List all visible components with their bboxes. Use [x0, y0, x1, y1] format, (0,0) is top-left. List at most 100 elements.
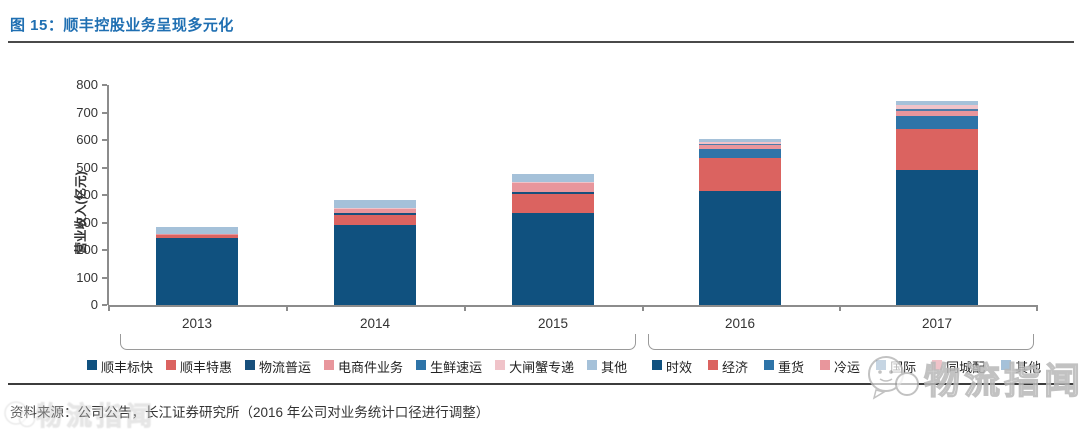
- y-axis-tick: [102, 166, 107, 169]
- x-category-label-2014: 2014: [359, 316, 391, 331]
- bar-segment-电商件业务: [512, 182, 594, 192]
- bar-2015: [512, 173, 594, 305]
- y-tick-label: 200: [76, 242, 98, 257]
- legend-item-顺丰特惠: 顺丰特惠: [166, 357, 232, 376]
- bar-segment-时效: [896, 170, 978, 305]
- bar-2016: [699, 139, 781, 305]
- legend-swatch: [495, 359, 506, 370]
- legend-swatch: [652, 359, 662, 370]
- x-axis-tick: [642, 305, 644, 311]
- bar-segment-其他: [512, 173, 594, 182]
- y-axis-tick: [102, 111, 107, 114]
- y-tick-label: 400: [76, 187, 98, 202]
- legend-label: 国际: [890, 360, 917, 375]
- legend-label: 顺丰特惠: [180, 360, 233, 375]
- bar-segment-其他: [699, 139, 781, 143]
- legend-label: 顺丰标快: [101, 360, 154, 375]
- legend-swatch: [764, 359, 775, 370]
- legend-item-电商件业务: 电商件业务: [324, 357, 403, 376]
- x-axis-tick: [286, 305, 288, 311]
- legend-swatch: [708, 359, 719, 370]
- legend-label: 其他: [1015, 360, 1042, 375]
- legend-swatch: [1001, 359, 1012, 370]
- bar-segment-物流普运: [156, 234, 238, 235]
- figure-title: 图 15：顺丰控股业务呈现多元化: [10, 17, 234, 34]
- bar-segment-顺丰特惠: [512, 194, 594, 213]
- bar-segment-同城配: [699, 142, 781, 144]
- legend-swatch: [166, 359, 177, 370]
- bar-segment-经济: [896, 128, 978, 171]
- bar-segment-物流普运: [512, 191, 594, 195]
- legend-label: 冷运: [834, 360, 861, 375]
- legend-item-大闸蟹专递: 大闸蟹专递: [495, 357, 574, 376]
- legend-item-同城配: 同城配: [932, 357, 985, 376]
- bar-2013: [156, 226, 238, 305]
- y-axis-tick: [102, 221, 107, 224]
- group-bracket-left: [120, 334, 636, 350]
- legend-label: 重货: [778, 360, 805, 375]
- legend-label: 电商件业务: [338, 360, 404, 375]
- y-axis-tick: [102, 304, 107, 306]
- bar-segment-其他: [156, 226, 238, 234]
- bar-segment-时效: [699, 190, 781, 305]
- x-axis-tick: [1036, 305, 1038, 311]
- legend-label: 同城配: [946, 360, 986, 375]
- x-category-label-2015: 2015: [537, 316, 569, 331]
- y-tick-label: 600: [76, 132, 98, 147]
- legend-swatch: [324, 359, 335, 370]
- bar-segment-顺丰特惠: [156, 234, 238, 239]
- bar-segment-国际: [699, 143, 781, 146]
- bar-segment-国际: [896, 108, 978, 112]
- legend-item-冷运: 冷运: [820, 357, 860, 376]
- y-axis-tick: [102, 276, 107, 279]
- legend-item-经济: 经济: [708, 357, 748, 376]
- legend-swatch: [245, 359, 256, 370]
- x-axis-tick: [464, 305, 466, 311]
- legend-item-生鲜速运: 生鲜速运: [416, 357, 482, 376]
- bar-segment-冷运: [896, 111, 978, 116]
- y-axis-tick: [102, 139, 107, 141]
- legend-item-顺丰标快: 顺丰标快: [87, 357, 153, 376]
- legend-item-其他: 其他: [1001, 357, 1041, 376]
- y-tick-label: 700: [76, 104, 98, 120]
- x-axis-tick: [839, 305, 841, 311]
- chart-area: 营业收入(亿元) 0 100 200 300 400 500 600 700 800 2013 20…: [0, 50, 1080, 350]
- y-tick-label: 500: [76, 159, 98, 175]
- y-tick-label: 300: [76, 214, 98, 230]
- bar-2017: [896, 101, 978, 305]
- group-bracket-right: [648, 334, 1034, 350]
- title-divider: [8, 41, 1074, 43]
- legend-right: 时效 经济 重货 冷运 国际 同城配 其他: [652, 357, 1041, 376]
- legend-left: 顺丰标快 顺丰特惠 物流普运 电商件业务 生鲜速运 大闸蟹专递 其他: [87, 357, 627, 376]
- bar-segment-顺丰标快: [334, 225, 416, 305]
- legend-swatch: [416, 359, 427, 370]
- legend-swatch: [932, 359, 943, 370]
- bar-segment-顺丰特惠: [334, 215, 416, 226]
- y-axis-tick: [102, 194, 107, 196]
- bar-2014: [334, 199, 416, 305]
- legend-swatch: [820, 359, 831, 370]
- source-note: 资料来源：公司公告，长江证券研究所（2016 年公司对业务统计口径进行调整）: [10, 405, 490, 420]
- bar-segment-顺丰标快: [156, 238, 238, 305]
- y-axis-tick: [102, 84, 107, 86]
- x-axis-tick: [108, 305, 110, 311]
- bar-segment-电商件业务: [334, 208, 416, 214]
- y-axis-tick: [102, 249, 107, 251]
- legend-label: 时效: [666, 360, 693, 375]
- bar-segment-大闸蟹专递: [512, 181, 594, 183]
- legend-item-重货: 重货: [764, 357, 804, 376]
- figure-bottom-border: [8, 383, 1074, 385]
- legend-swatch: [587, 359, 598, 370]
- legend-label: 其他: [601, 360, 628, 375]
- bar-segment-顺丰标快: [512, 212, 594, 305]
- x-category-label-2013: 2013: [181, 316, 213, 331]
- legend-label: 经济: [722, 360, 749, 375]
- legend-label: 生鲜速运: [430, 360, 483, 375]
- legend-label: 物流普运: [259, 360, 312, 375]
- legend-item-其他: 其他: [587, 357, 627, 376]
- bar-segment-电商件业务: [156, 233, 238, 235]
- x-axis-line: [108, 305, 1038, 307]
- bar-segment-重货: [699, 149, 781, 159]
- legend-item-国际: 国际: [876, 357, 916, 376]
